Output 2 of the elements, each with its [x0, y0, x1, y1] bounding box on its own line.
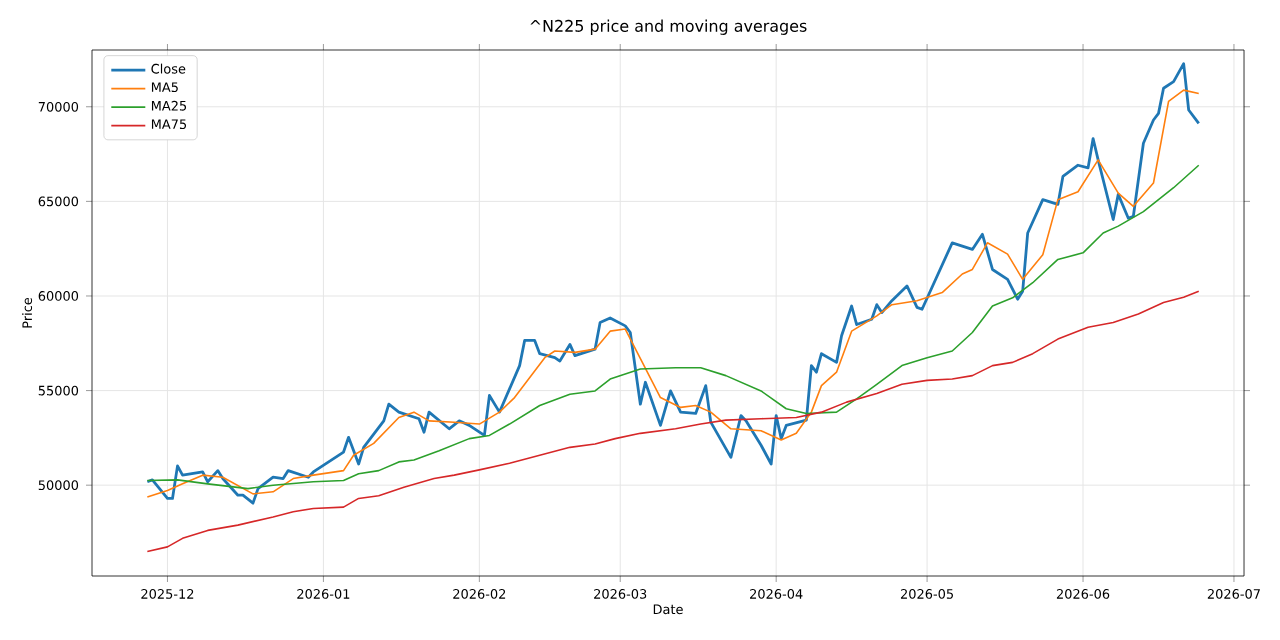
line-series — [146, 164, 1200, 490]
line-series — [146, 290, 1200, 553]
